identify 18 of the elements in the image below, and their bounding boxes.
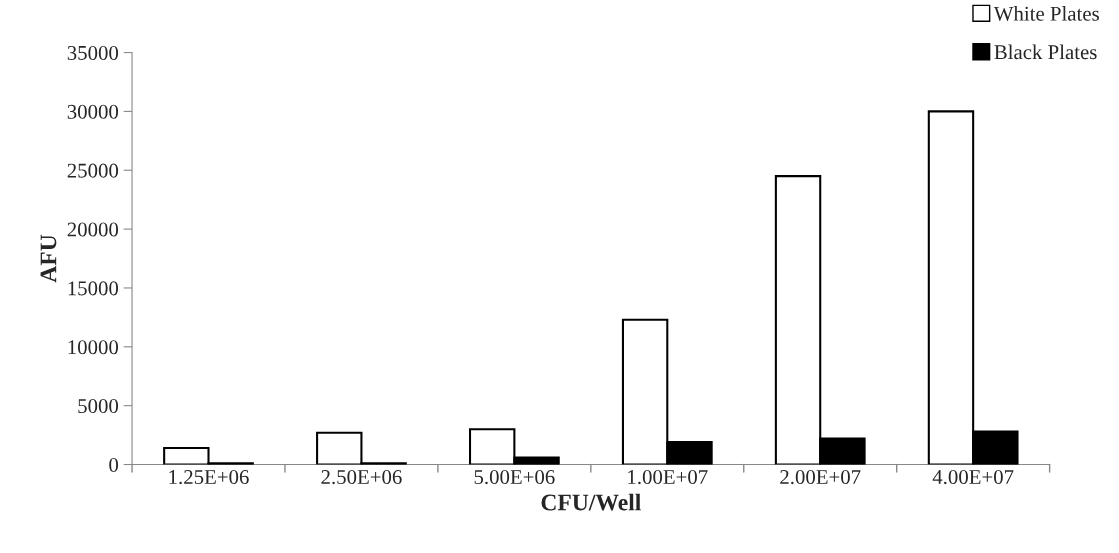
y-tick-label: 35000: [67, 45, 119, 60]
x-tick-label: 4.00E+07: [932, 469, 1014, 485]
x-tick-label: 2.00E+07: [780, 469, 861, 485]
y-tick-label: 0: [109, 457, 119, 472]
y-tick-label: 15000: [68, 281, 119, 296]
x-axis-title: CFU/Well: [541, 493, 641, 511]
x-tick-label: 5.00E+06: [474, 469, 555, 485]
y-tick-label: 25000: [67, 163, 119, 178]
y-tick-label: 5000: [78, 399, 119, 414]
legend-label: Black Plates: [994, 44, 1097, 60]
y-tick-label: 30000: [67, 104, 119, 119]
legend-label: White Plates: [993, 6, 1099, 21]
x-tick-label: 1.25E+06: [169, 469, 249, 485]
x-tick-label: 1.00E+07: [628, 469, 708, 485]
y-tick-label: 10000: [68, 340, 119, 355]
y-axis-title: AFU: [40, 234, 57, 283]
y-tick-label: 20000: [67, 222, 119, 237]
x-tick-label: 2.50E+06: [321, 469, 402, 485]
